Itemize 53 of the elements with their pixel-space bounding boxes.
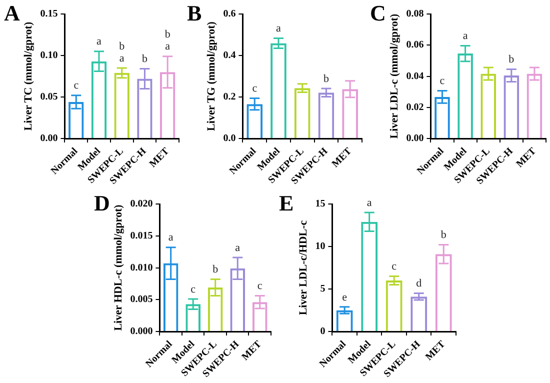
y-tick-label: 0.010 [130,262,153,274]
y-axis-title: Liver HDL-c (mmol/gprot) [112,204,124,331]
chart-title: E [279,190,294,216]
chart-title: D [94,190,110,216]
y-tick-label: 0.0 [223,133,236,144]
data-label: b [323,72,330,85]
data-label: a [276,22,282,35]
y-tick-label: 0.2 [223,92,236,103]
data-label: a [168,232,174,244]
y-tick-label: 0.4 [223,50,236,62]
y-axis-title: Liver LDL-c/HDL-c [297,220,310,316]
data-label: e [342,291,348,304]
data-label: b [212,264,219,276]
y-axis-title: Liver TG (mmol/gprot) [205,21,218,131]
y-tick-label: 0.005 [130,294,153,306]
data-label: c [440,75,445,88]
y-tick-label: 0.00 [40,133,58,144]
data-label: c [392,260,397,273]
y-axis-title: Liver TC (mmol/gprot) [22,22,34,131]
data-label: c [252,82,258,95]
data-label: a [235,242,240,254]
y-tick-label: 0 [320,326,326,338]
y-tick-label: 0.015 [130,230,153,242]
data-label: b a [164,28,171,53]
y-tick-label: 0.02 [406,102,424,113]
y-tick-label: 0.6 [223,8,236,20]
data-label: b [440,229,447,242]
y-tick-label: 0.00 [406,133,424,144]
y-tick-label: 0.10 [40,50,58,62]
y-tick-label: 0.020 [130,198,153,210]
y-tick-label: 5 [320,284,326,295]
y-tick-label: 0.06 [406,40,424,51]
data-label: c [190,283,196,296]
y-tick-label: 0.08 [406,8,424,20]
y-tick-label: 10 [315,241,326,252]
y-axis-title: Liver LDL-c (mmol/gprot) [388,14,400,139]
y-tick-label: 0.000 [130,326,153,338]
data-label: a [366,196,372,209]
data-label: b [142,53,148,66]
data-label: a [96,36,102,48]
y-tick-label: 0.04 [406,70,424,82]
data-label: b a [119,40,126,64]
data-label: c [74,80,79,92]
data-label: c [257,280,262,292]
chart-title: B [187,0,202,26]
data-label: a [462,30,468,42]
y-tick-label: 15 [315,198,326,210]
chart-title: A [4,0,20,26]
data-label: b [508,54,515,66]
y-tick-label: 0.15 [40,8,58,20]
data-label: d [416,278,422,290]
chart-title: C [370,0,386,26]
y-tick-label: 0.05 [40,92,58,103]
